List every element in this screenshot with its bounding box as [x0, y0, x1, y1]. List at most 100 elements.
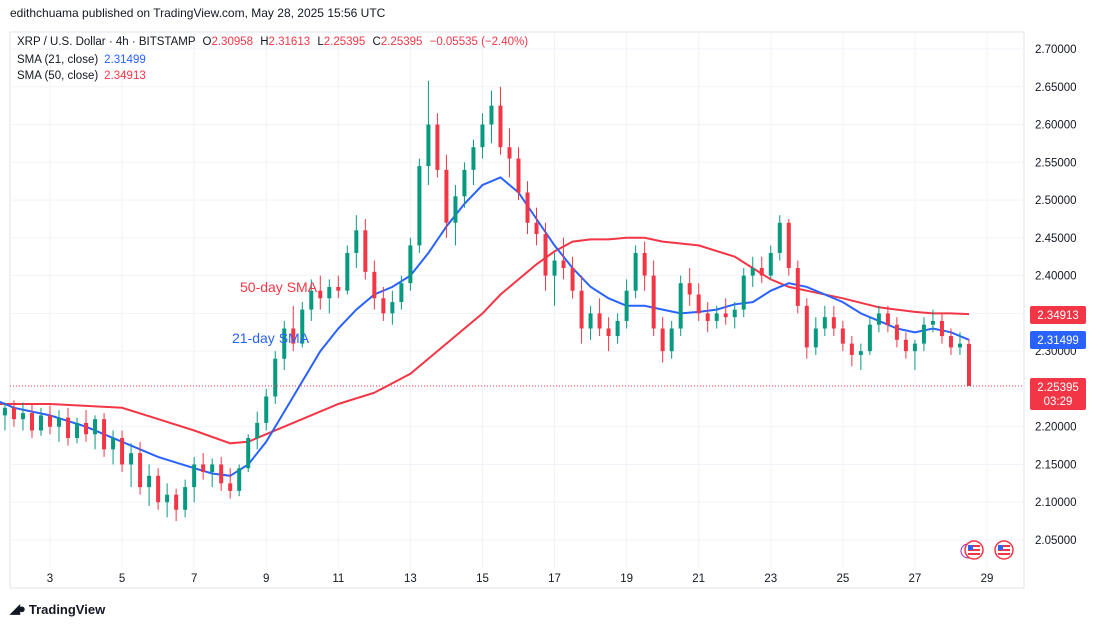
candle-body	[309, 290, 314, 310]
candle	[930, 309, 935, 333]
sma50-badge-text: 2.34913	[1037, 310, 1079, 322]
candles-group	[2, 80, 971, 522]
candle	[570, 256, 575, 299]
footer-text: TradingView	[28, 601, 106, 617]
candle	[741, 268, 746, 318]
candle	[282, 320, 287, 371]
candle-body	[678, 283, 683, 329]
candle-body	[363, 230, 368, 272]
candle	[813, 317, 818, 355]
candle	[66, 407, 71, 446]
candle-body	[480, 124, 485, 148]
candle	[939, 313, 944, 344]
open-value: 2.30958	[211, 36, 254, 48]
candle-body	[345, 252, 350, 291]
candle	[48, 405, 52, 435]
price-axis[interactable]: 2.70000 2.65000 2.60000 2.55000 2.50000 2.450…	[1035, 44, 1077, 547]
candle-body	[660, 328, 665, 352]
candle-body	[642, 252, 647, 276]
plot-area	[9, 31, 1025, 589]
y-tick-label: 2.40000	[1035, 271, 1077, 283]
candle-body	[219, 464, 224, 484]
candle	[759, 256, 764, 284]
candle-body	[336, 286, 341, 291]
y-tick-label: 2.20000	[1035, 422, 1077, 434]
candle	[642, 241, 647, 291]
candle-body	[435, 124, 440, 170]
candle-body	[444, 169, 449, 223]
open-key: O	[202, 36, 212, 48]
us-flag-event-icon[interactable]	[994, 540, 1014, 560]
candle-body	[552, 260, 557, 276]
candle	[732, 302, 737, 329]
candle	[840, 320, 845, 352]
candle	[552, 252, 557, 306]
candle	[354, 215, 359, 269]
legend-sma50[interactable]: SMA (50, close) 2.34913	[17, 70, 146, 82]
candle-body	[84, 422, 89, 435]
candle	[20, 402, 25, 431]
candle-body	[948, 336, 953, 348]
candle-body	[174, 494, 179, 510]
candle	[237, 464, 242, 497]
candle	[696, 283, 701, 321]
candle-body	[246, 438, 251, 469]
legend-sma21[interactable]: SMA (21, close) 2.31499	[17, 54, 146, 66]
candle-body	[156, 475, 161, 503]
candle-body	[228, 483, 233, 491]
candle-body	[183, 487, 188, 510]
candle-body	[354, 230, 359, 253]
candle	[507, 128, 512, 178]
time-axis[interactable]: 3 5 7 9 11 13 15 17 19 21 23 25 27 29	[47, 573, 994, 585]
candle	[138, 441, 143, 495]
candle-body	[264, 396, 269, 423]
candle	[579, 275, 584, 344]
candle	[219, 456, 224, 491]
us-flag-event-icon[interactable]	[960, 540, 984, 560]
candle	[633, 245, 638, 299]
legend-symbol: XRP / U.S. Dollar · 4h · BITSTAMP	[17, 36, 196, 48]
tradingview-logo[interactable]: ◢● TradingView	[10, 601, 105, 617]
x-tick-label: 21	[692, 573, 705, 585]
candle	[111, 430, 116, 465]
candle-body	[11, 407, 16, 420]
candle-body	[606, 328, 611, 337]
candle	[498, 86, 503, 155]
candle	[966, 338, 971, 386]
candle-body	[48, 415, 52, 427]
candle	[795, 260, 800, 314]
candle	[723, 298, 728, 325]
last-price-text: 2.25395	[1037, 382, 1079, 394]
last-price-badge: 2.25395 03:29	[1030, 378, 1086, 410]
candle-body	[750, 268, 755, 276]
candle-body	[147, 475, 152, 488]
candle	[921, 317, 926, 352]
sma50-annotation: 50-day SMA	[240, 279, 318, 295]
candle-body	[624, 290, 629, 321]
candle-body	[471, 147, 476, 170]
candle	[885, 305, 890, 333]
y-tick-label: 2.70000	[1035, 44, 1077, 56]
candle-body	[786, 222, 791, 269]
candle	[948, 328, 953, 355]
candle-body	[597, 313, 602, 329]
candle-body	[291, 328, 296, 344]
candle-body	[462, 169, 467, 197]
candle-body	[372, 271, 377, 299]
candle-body	[20, 413, 25, 420]
candle	[11, 400, 16, 427]
sma21-price-badge: 2.31499	[1030, 331, 1086, 349]
candle-body	[696, 294, 701, 314]
candle	[858, 343, 863, 371]
candle	[93, 415, 98, 450]
candle	[480, 113, 485, 159]
candle-body	[327, 286, 332, 299]
candle-body	[534, 222, 539, 235]
x-tick-label: 11	[332, 573, 344, 585]
candle-body	[570, 268, 575, 291]
candle-body	[930, 320, 935, 325]
candle	[345, 245, 350, 295]
sma50-price-badge: 2.34913	[1030, 306, 1086, 324]
candle-body	[2, 407, 7, 416]
